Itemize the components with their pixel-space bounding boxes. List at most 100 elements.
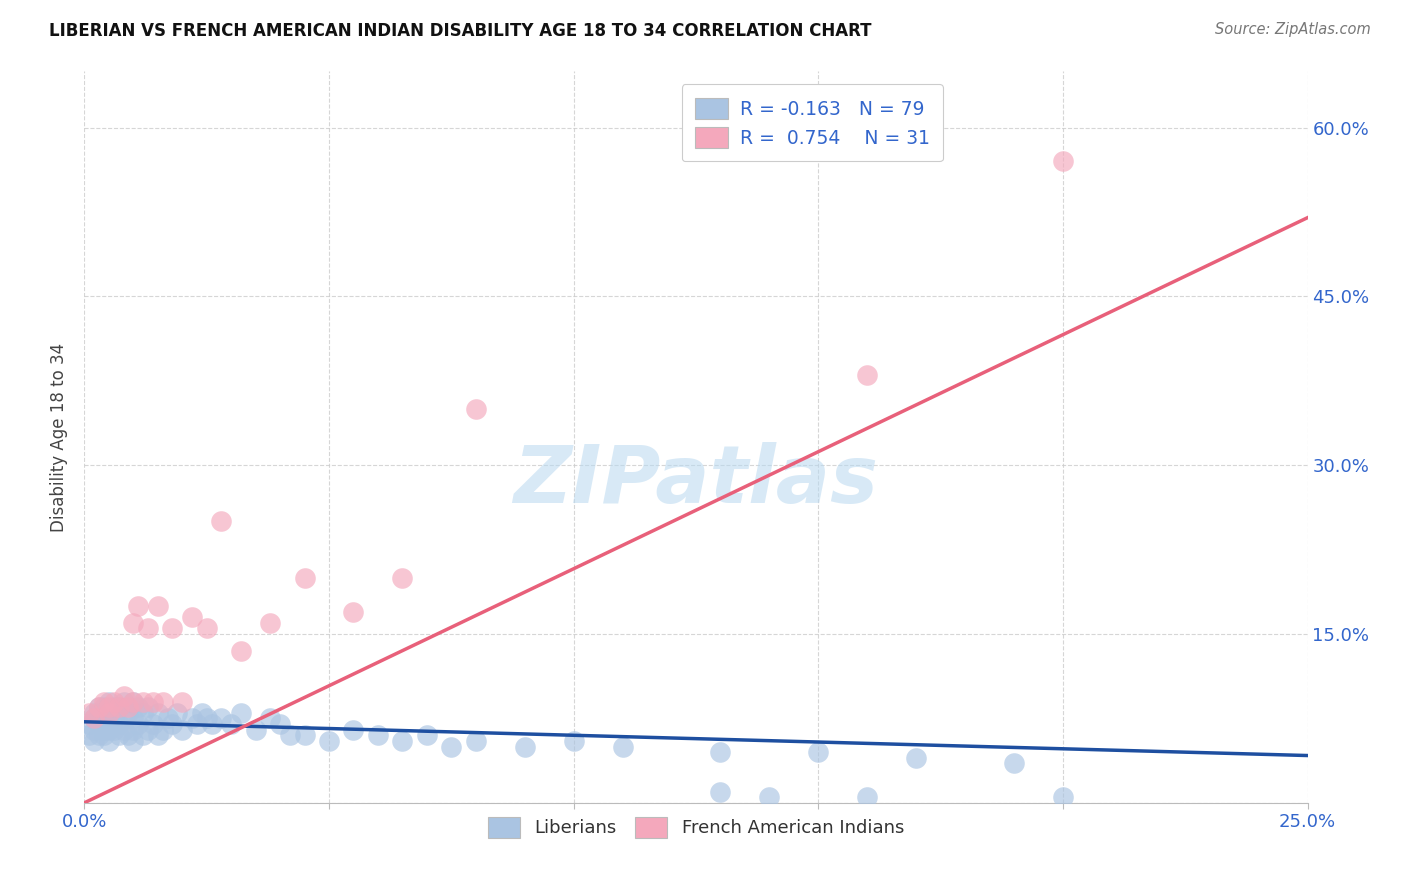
Point: [146, 706, 169, 720]
Point: [186, 717, 208, 731]
Point: [132, 694, 155, 708]
Point: [152, 723, 174, 737]
Point: [905, 751, 928, 765]
Point: [146, 728, 169, 742]
Point: [97, 717, 120, 731]
Point: [146, 599, 169, 613]
Point: [107, 717, 129, 731]
Point: [209, 711, 232, 725]
Point: [103, 700, 125, 714]
Point: [562, 734, 585, 748]
Point: [112, 694, 135, 708]
Point: [342, 723, 364, 737]
Point: [77, 717, 100, 731]
Point: [856, 790, 879, 805]
Point: [209, 515, 232, 529]
Point: [294, 728, 316, 742]
Point: [136, 700, 159, 714]
Point: [107, 700, 129, 714]
Point: [172, 723, 194, 737]
Y-axis label: Disability Age 18 to 34: Disability Age 18 to 34: [51, 343, 69, 532]
Point: [87, 728, 110, 742]
Point: [259, 615, 281, 630]
Point: [83, 723, 105, 737]
Point: [856, 368, 879, 383]
Point: [93, 694, 115, 708]
Point: [112, 711, 135, 725]
Point: [612, 739, 634, 754]
Point: [807, 745, 830, 759]
Legend: Liberians, French American Indians: Liberians, French American Indians: [477, 806, 915, 848]
Point: [152, 694, 174, 708]
Point: [1052, 790, 1074, 805]
Point: [103, 694, 125, 708]
Point: [117, 728, 139, 742]
Point: [342, 605, 364, 619]
Point: [1052, 154, 1074, 169]
Point: [318, 734, 340, 748]
Point: [132, 706, 155, 720]
Point: [162, 621, 184, 635]
Point: [122, 711, 145, 725]
Point: [103, 723, 125, 737]
Point: [87, 700, 110, 714]
Point: [195, 711, 218, 725]
Point: [391, 571, 413, 585]
Point: [83, 706, 105, 720]
Point: [200, 717, 222, 731]
Point: [156, 711, 179, 725]
Point: [181, 610, 204, 624]
Point: [112, 689, 135, 703]
Point: [87, 717, 110, 731]
Point: [107, 700, 129, 714]
Point: [97, 700, 120, 714]
Point: [166, 706, 188, 720]
Point: [117, 700, 139, 714]
Point: [416, 728, 439, 742]
Point: [97, 734, 120, 748]
Point: [709, 784, 731, 798]
Point: [758, 790, 780, 805]
Point: [87, 700, 110, 714]
Point: [294, 571, 316, 585]
Text: ZIPatlas: ZIPatlas: [513, 442, 879, 520]
Point: [181, 711, 204, 725]
Point: [97, 723, 120, 737]
Point: [83, 734, 105, 748]
Point: [97, 694, 120, 708]
Point: [83, 711, 105, 725]
Point: [97, 706, 120, 720]
Point: [127, 717, 149, 731]
Point: [87, 706, 110, 720]
Point: [229, 644, 252, 658]
Point: [107, 728, 129, 742]
Point: [93, 711, 115, 725]
Point: [513, 739, 536, 754]
Point: [77, 728, 100, 742]
Point: [136, 723, 159, 737]
Point: [103, 711, 125, 725]
Point: [127, 700, 149, 714]
Point: [122, 694, 145, 708]
Point: [97, 706, 120, 720]
Point: [464, 401, 486, 416]
Point: [117, 706, 139, 720]
Point: [269, 717, 291, 731]
Point: [367, 728, 389, 742]
Point: [391, 734, 413, 748]
Point: [83, 711, 105, 725]
Point: [112, 723, 135, 737]
Point: [709, 745, 731, 759]
Point: [195, 621, 218, 635]
Point: [142, 717, 165, 731]
Point: [1002, 756, 1025, 771]
Point: [142, 694, 165, 708]
Point: [77, 706, 100, 720]
Point: [278, 728, 301, 742]
Point: [132, 728, 155, 742]
Point: [122, 734, 145, 748]
Point: [464, 734, 486, 748]
Point: [122, 694, 145, 708]
Point: [219, 717, 242, 731]
Point: [245, 723, 267, 737]
